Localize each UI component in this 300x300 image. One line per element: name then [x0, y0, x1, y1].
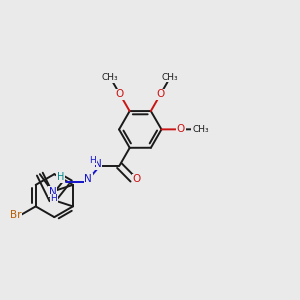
Text: CH₃: CH₃ — [192, 125, 209, 134]
Text: N: N — [84, 174, 92, 184]
Text: CH₃: CH₃ — [162, 73, 178, 82]
Text: O: O — [132, 174, 140, 184]
Text: CH₃: CH₃ — [102, 73, 118, 82]
Text: Br: Br — [10, 210, 21, 220]
Text: O: O — [177, 124, 185, 134]
Text: O: O — [156, 89, 165, 99]
Text: H: H — [57, 172, 64, 182]
Text: O: O — [116, 89, 124, 99]
Text: H: H — [89, 156, 96, 165]
Text: N: N — [49, 187, 56, 196]
Text: H: H — [51, 194, 57, 203]
Text: N: N — [94, 159, 101, 169]
